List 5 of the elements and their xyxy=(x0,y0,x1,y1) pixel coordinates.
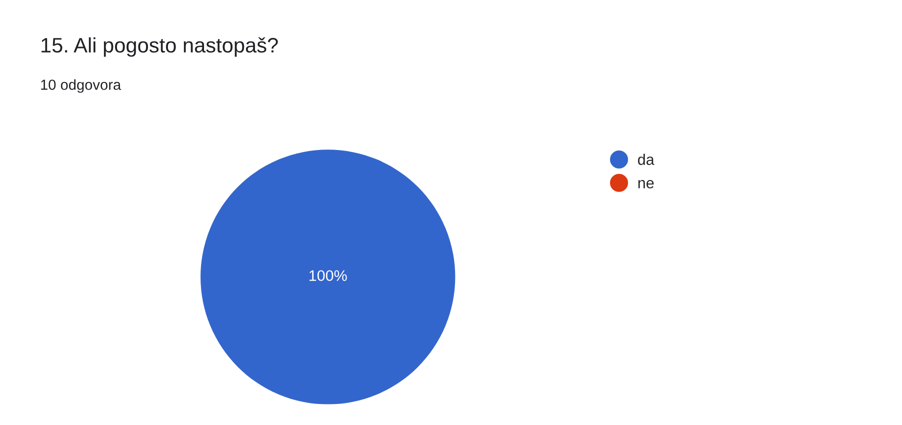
legend-label: ne xyxy=(638,180,654,188)
data-label: 100% xyxy=(310,270,347,282)
chart-title: 15. Ali pogosto nastopaš? xyxy=(42,37,278,57)
legend-label: da xyxy=(638,154,654,165)
text: 10 odgovora xyxy=(41,79,122,93)
